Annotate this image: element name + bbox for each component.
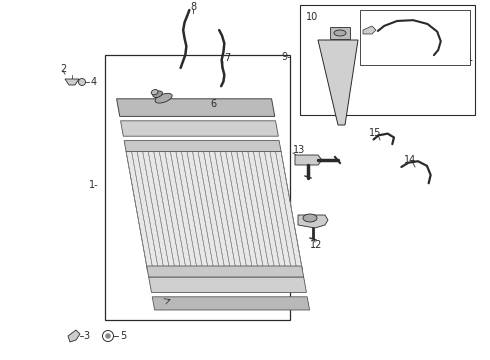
Polygon shape bbox=[126, 152, 302, 270]
Polygon shape bbox=[65, 79, 79, 85]
Polygon shape bbox=[298, 215, 328, 228]
Text: 1-: 1- bbox=[89, 180, 99, 190]
Ellipse shape bbox=[303, 214, 317, 222]
Polygon shape bbox=[147, 266, 304, 277]
Text: 13: 13 bbox=[293, 145, 305, 155]
Bar bbox=[330, 27, 350, 39]
Ellipse shape bbox=[155, 93, 172, 103]
Polygon shape bbox=[152, 297, 310, 310]
Text: 9-: 9- bbox=[281, 52, 291, 62]
Polygon shape bbox=[121, 121, 278, 136]
Polygon shape bbox=[68, 330, 80, 342]
Text: 5: 5 bbox=[120, 331, 126, 341]
Text: 6: 6 bbox=[210, 99, 216, 109]
Text: 2: 2 bbox=[60, 64, 66, 74]
Text: 8: 8 bbox=[190, 2, 196, 12]
Circle shape bbox=[105, 333, 111, 338]
Text: 15: 15 bbox=[369, 128, 381, 138]
Polygon shape bbox=[295, 155, 322, 165]
Text: 4: 4 bbox=[91, 77, 97, 87]
Polygon shape bbox=[124, 141, 281, 152]
Text: 3: 3 bbox=[83, 331, 89, 341]
Text: 10: 10 bbox=[306, 12, 318, 22]
Bar bbox=[360, 10, 470, 65]
Text: 12: 12 bbox=[310, 240, 322, 250]
Ellipse shape bbox=[153, 91, 163, 98]
Text: 7: 7 bbox=[224, 53, 230, 63]
Polygon shape bbox=[363, 26, 376, 34]
Polygon shape bbox=[148, 277, 306, 292]
Polygon shape bbox=[318, 40, 358, 125]
Bar bbox=[300, 5, 475, 115]
Text: 14: 14 bbox=[404, 155, 416, 165]
Ellipse shape bbox=[334, 30, 346, 36]
Bar bbox=[105, 55, 290, 320]
Circle shape bbox=[102, 330, 114, 342]
Text: 11: 11 bbox=[462, 53, 474, 63]
Circle shape bbox=[78, 78, 85, 86]
Ellipse shape bbox=[151, 90, 158, 95]
Polygon shape bbox=[117, 99, 275, 116]
